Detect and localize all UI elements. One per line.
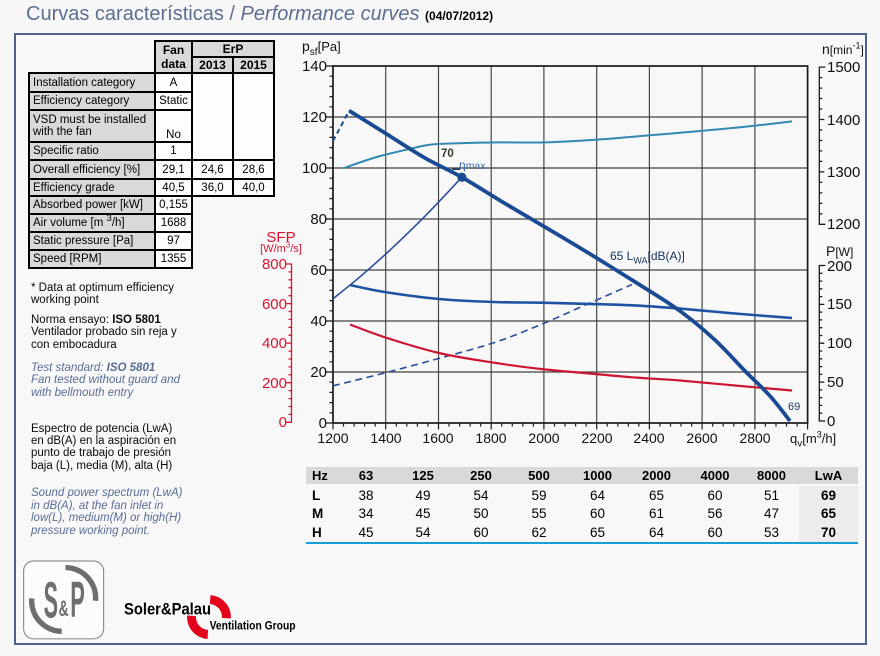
svg-text:Ventilation Group: Ventilation Group (210, 619, 296, 633)
svg-text:P: P (70, 571, 85, 628)
svg-text:&: & (59, 596, 69, 621)
svg-text:Soler&Palau: Soler&Palau (124, 601, 211, 619)
svg-text:S: S (44, 572, 58, 629)
